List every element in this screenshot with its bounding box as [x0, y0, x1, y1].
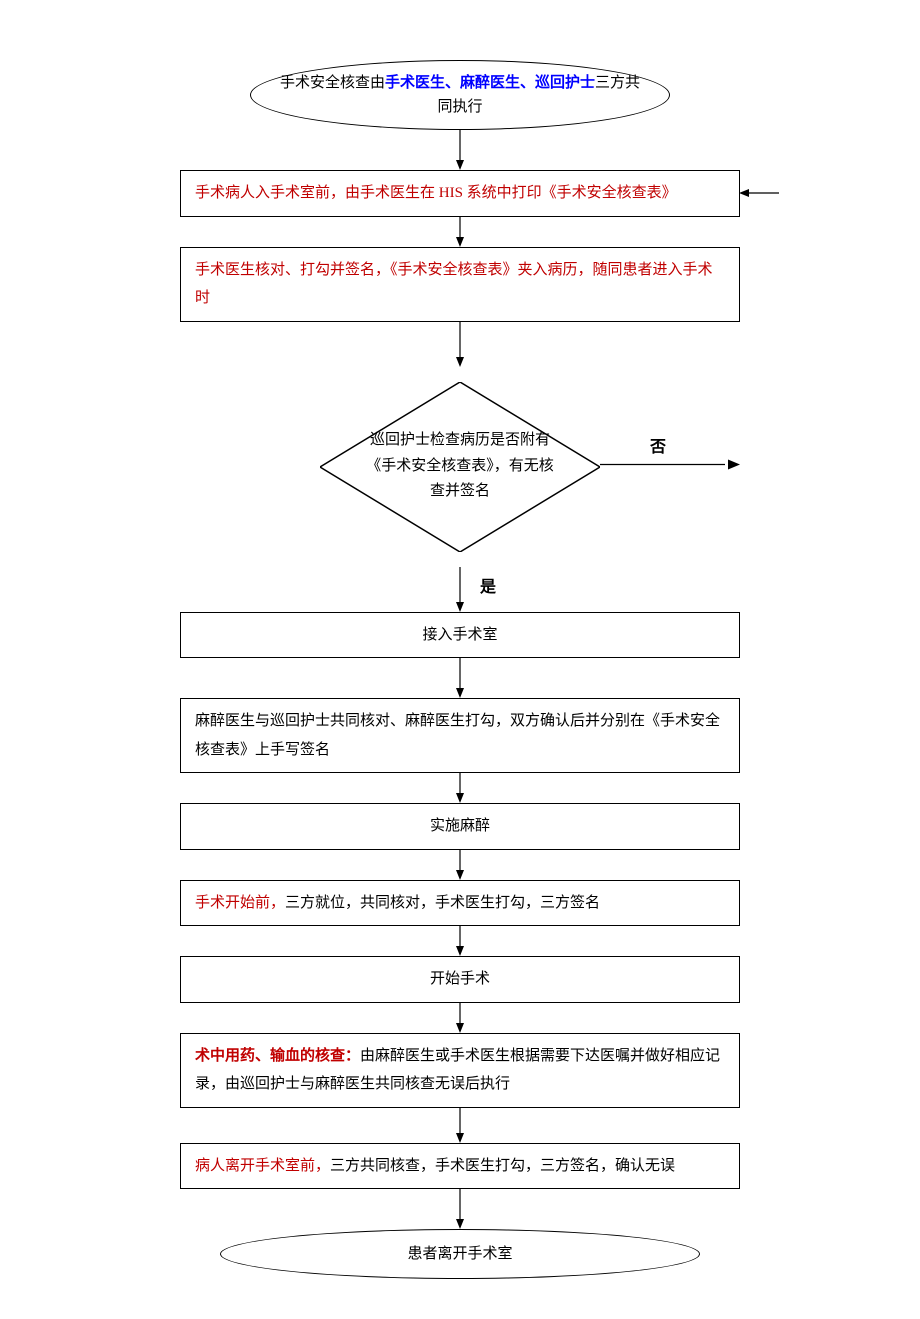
arrow-down: [450, 217, 470, 247]
yes-label: 是: [480, 573, 496, 597]
text-red: 手术开始前，: [195, 895, 285, 911]
text-plain: 三方共同核查，手术医生打勾，三方签名，确认无误: [330, 1158, 675, 1174]
text-plain: 接入手术室: [422, 627, 497, 643]
node-end: 患者离开手术室: [220, 1229, 700, 1279]
text-plain: 三方就位，共同核对，手术医生打勾，三方签名: [285, 895, 600, 911]
node-step3: 接入手术室: [180, 612, 740, 659]
arrow-down: [450, 130, 470, 170]
text-red-bold: 术中用药、输血的核查：: [195, 1048, 360, 1064]
node-step4: 麻醉医生与巡回护士共同核对、麻醉医生打勾，双方确认后并分别在《手术安全核查表》上…: [180, 698, 740, 773]
text-plain: 手术安全核查由: [280, 75, 385, 91]
arrow-down: [450, 1003, 470, 1033]
text-red: 手术病人入手术室前，由手术医生在 HIS 系统中打印《手术安全核查表》: [195, 185, 677, 201]
arrow-down: 是: [450, 567, 470, 612]
node-step9: 病人离开手术室前，三方共同核查，手术医生打勾，三方签名，确认无误: [180, 1143, 740, 1190]
node-step8: 术中用药、输血的核查：由麻醉医生或手术医生根据需要下达医嘱并做好相应记录，由巡回…: [180, 1033, 740, 1108]
text-red: 病人离开手术室前，: [195, 1158, 330, 1174]
text-plain: 麻醉医生与巡回护士共同核对、麻醉医生打勾，双方确认后并分别在《手术安全核查表》上…: [195, 713, 720, 758]
arrow-down: [450, 1189, 470, 1229]
node-step5: 实施麻醉: [180, 803, 740, 850]
node-start: 手术安全核查由手术医生、麻醉医生、巡回护士三方共同执行: [250, 60, 670, 130]
node-step7: 开始手术: [180, 956, 740, 1003]
arrow-down: [450, 322, 470, 367]
no-label: 否: [650, 433, 666, 457]
arrow-down: [450, 773, 470, 803]
node-step2: 手术医生核对、打勾并签名，《手术安全核查表》夹入病历，随同患者进入手术时: [180, 247, 740, 322]
arrow-down: [450, 658, 470, 698]
feedback-arrow-in: [739, 185, 779, 201]
arrow-down: [450, 926, 470, 956]
arrow-down: [450, 1108, 470, 1143]
branch-no: [600, 454, 740, 479]
text-plain: 实施麻醉: [430, 818, 490, 834]
arrow-down: [450, 850, 470, 880]
node-decision: 巡回护士检查病历是否附有《手术安全核查表》，有无核查并签名 否: [180, 367, 740, 567]
text-red: 手术医生核对、打勾并签名，《手术安全核查表》夹入病历，随同患者进入手术时: [195, 262, 713, 307]
flowchart-container: 手术安全核查由手术医生、麻醉医生、巡回护士三方共同执行 手术病人入手术室前，由手…: [100, 60, 820, 1279]
text-blue: 手术医生、麻醉医生、巡回护士: [385, 75, 595, 91]
text-plain: 患者离开手术室: [407, 1246, 512, 1262]
node-step1: 手术病人入手术室前，由手术医生在 HIS 系统中打印《手术安全核查表》: [180, 170, 740, 217]
text-plain: 开始手术: [430, 971, 490, 987]
decision-text: 巡回护士检查病历是否附有《手术安全核查表》，有无核查并签名: [320, 382, 600, 552]
node-step6: 手术开始前，三方就位，共同核对，手术医生打勾，三方签名: [180, 880, 740, 927]
